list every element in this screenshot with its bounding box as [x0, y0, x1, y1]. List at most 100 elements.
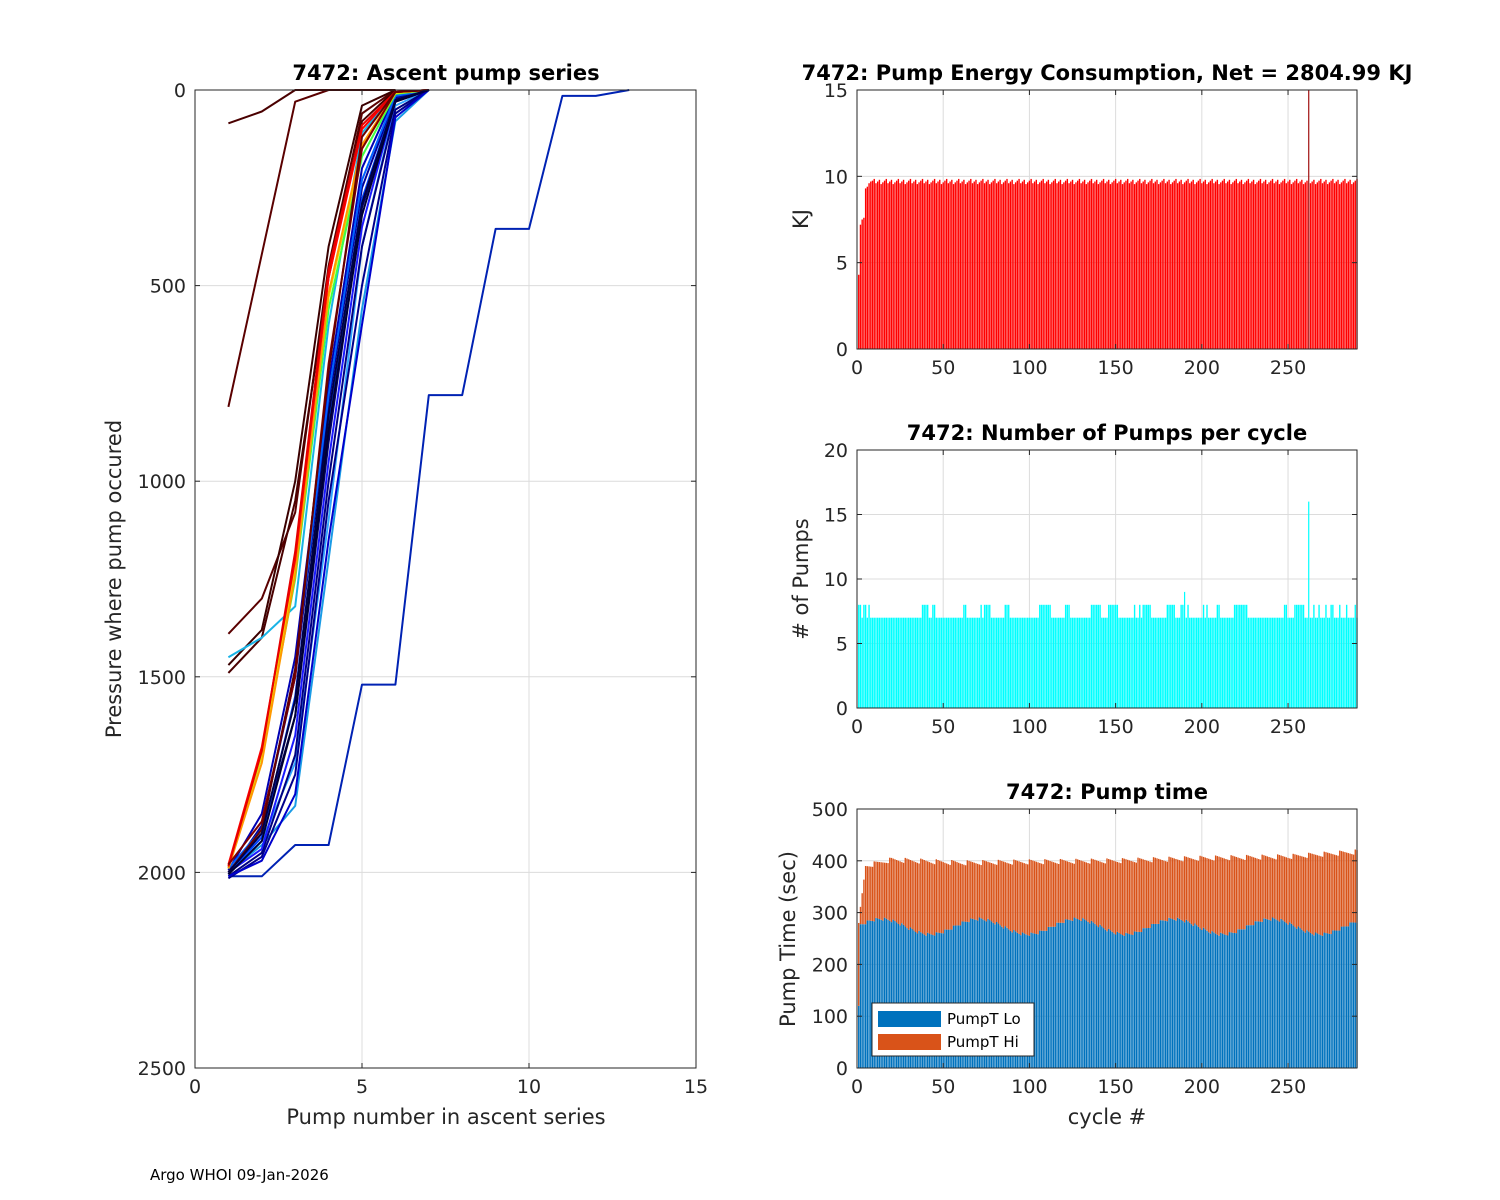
pumpt-lo-bar	[963, 921, 965, 1068]
energy-bar	[899, 183, 901, 349]
pumps-marks	[858, 501, 1358, 708]
pumpt-lo-bar	[1128, 934, 1131, 1068]
pumpt-lo-bar	[982, 919, 984, 1068]
pumpt-lo-bar	[1285, 923, 1287, 1068]
pumpt-lo-bar	[885, 918, 887, 1068]
pumpt-lo-bar	[1011, 932, 1013, 1068]
pumpt-hi-bar	[909, 859, 912, 928]
pumpt-lo-bar	[1170, 918, 1172, 1068]
pumpt-hi-bar	[954, 861, 956, 926]
energy-bar	[1221, 180, 1224, 349]
pumps-bar	[1011, 617, 1013, 708]
pumpt-lo-bar	[1351, 922, 1353, 1068]
pumps-bar	[999, 617, 1001, 708]
pumps-bar	[1085, 617, 1087, 708]
pumpt-lo-bar	[927, 932, 929, 1068]
pumps-bar	[1089, 617, 1091, 708]
pumpt-hi-bar	[989, 862, 991, 921]
pumpt-lo-bar	[1102, 928, 1105, 1068]
energy-bar	[1287, 181, 1289, 349]
energy-bar	[1106, 181, 1108, 349]
pumpt-lo-bar	[970, 918, 972, 1068]
pumps-bar	[1223, 617, 1225, 708]
energy-bar	[1047, 179, 1050, 349]
pumpt-lo-bar	[1078, 919, 1081, 1068]
pumpt-hi-bar	[1142, 859, 1144, 929]
pumpt-hi-bar	[1347, 853, 1350, 927]
pumpt-hi-bar	[1082, 861, 1084, 919]
ascent-chart-title: 7472: Ascent pump series	[292, 61, 599, 85]
pump-energy-chart: 0 50 100 150 200 250 0 5 10 15 7472: Pump Energy …	[789, 61, 1412, 379]
energy-bar	[1195, 182, 1198, 349]
energy-bar	[1245, 180, 1248, 349]
pumpt-hi-bar	[882, 862, 884, 921]
energy-bar	[1164, 183, 1167, 349]
pumpt-lo-bar	[935, 932, 937, 1068]
pumps-bar	[1071, 617, 1074, 708]
energy-bar	[942, 182, 944, 349]
pumpt-lo-bar	[1182, 921, 1184, 1068]
energy-bar	[914, 179, 917, 349]
pumpt-hi-bar	[1337, 855, 1339, 931]
pumps-bar	[906, 617, 908, 708]
pumps-bar	[958, 617, 960, 708]
pumpt-hi-bar	[1195, 860, 1198, 926]
pumpt-hi-bar	[1244, 859, 1246, 930]
energy-bar	[1227, 181, 1229, 349]
pumpt-lo-bar	[1245, 925, 1248, 1068]
pumpt-lo-bar	[1228, 932, 1231, 1068]
pumpt-hi-bar	[894, 859, 896, 921]
energy-bar	[875, 183, 877, 349]
pumpt-lo-bar	[1264, 918, 1267, 1068]
pumpt-lo-bar	[1325, 933, 1327, 1068]
energy-bar	[1244, 182, 1246, 349]
energy-bar	[1344, 178, 1346, 349]
pumps-bar	[1325, 604, 1327, 708]
pumpt-lo-bar	[1302, 931, 1305, 1068]
pumpt-lo-bar	[944, 929, 946, 1068]
pumpt-lo-bar	[1277, 920, 1279, 1068]
pumpt-lo-bar	[1227, 935, 1229, 1068]
energy-bar	[971, 183, 974, 349]
pumps-bar	[1058, 617, 1060, 708]
energy-bar	[1273, 183, 1275, 349]
pumpt-hi-bar	[1258, 859, 1260, 922]
pumps-bar	[990, 617, 993, 708]
pumpt-lo-bar	[1216, 934, 1219, 1068]
pumpt-lo-bar	[920, 932, 922, 1068]
pumpt-hi-bar	[1001, 861, 1003, 927]
energy-bar	[878, 179, 881, 349]
pumpt-lo-bar	[882, 920, 884, 1068]
pumps-bar	[1066, 604, 1069, 708]
pumpt-hi-bar	[1101, 862, 1103, 927]
pumpt-hi-bar	[968, 860, 970, 923]
pumps-bar	[942, 617, 944, 708]
pumpt-hi-bar	[1063, 860, 1065, 923]
pumps-bar	[1209, 617, 1212, 708]
energy-bar	[1206, 184, 1208, 349]
pumpt-lo-bar	[871, 921, 874, 1068]
energy-bar	[932, 180, 934, 349]
pumpt-lo-bar	[1064, 919, 1067, 1068]
pumpt-hi-bar	[875, 861, 877, 918]
pumptime-x-tick-label: 50	[931, 1076, 955, 1098]
pumpt-lo-bar	[961, 921, 963, 1068]
ascent-x-tick-label: 0	[189, 1076, 201, 1098]
pumpt-hi-bar	[978, 864, 981, 918]
pumpt-hi-bar	[1023, 863, 1025, 934]
energy-x-tick-label: 200	[1184, 357, 1220, 379]
energy-bar	[880, 184, 882, 349]
pumpt-hi-bar	[1344, 852, 1346, 927]
pumpt-hi-bar	[935, 859, 937, 933]
pumpt-hi-bar	[1051, 861, 1053, 927]
pumpt-hi-bar	[999, 860, 1001, 926]
pumpt-lo-bar	[1149, 927, 1151, 1068]
pumpt-lo-bar	[999, 925, 1001, 1068]
energy-bar	[1351, 184, 1353, 349]
pumpt-hi-bar	[1164, 861, 1167, 921]
energy-bar	[1283, 178, 1286, 349]
pumpt-hi-bar	[1282, 856, 1284, 921]
energy-bar	[980, 180, 982, 349]
pumpt-hi-bar	[1054, 862, 1056, 927]
pumpt-hi-bar	[997, 859, 1000, 924]
